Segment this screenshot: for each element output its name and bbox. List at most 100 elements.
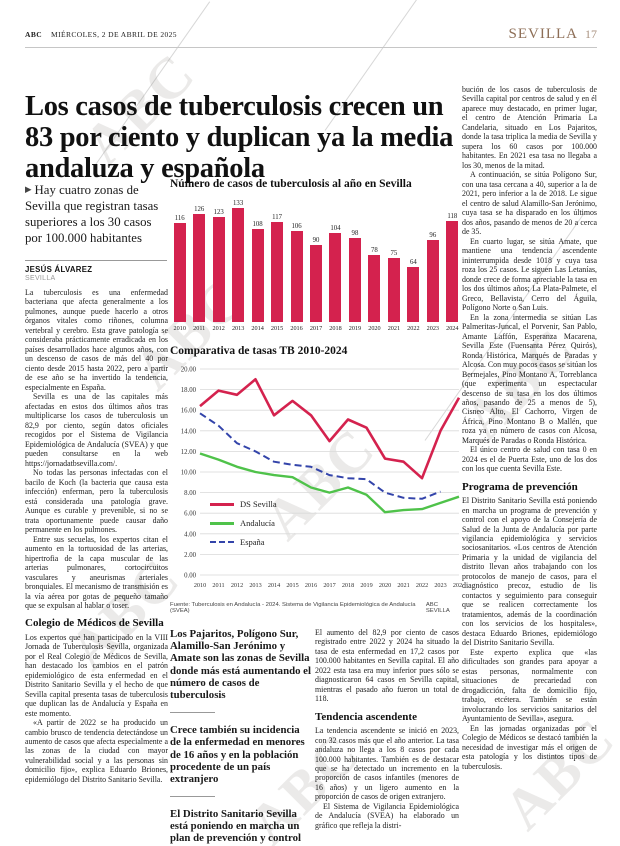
standfirst-text: Hay cuatro zonas de Sevilla que registra…	[25, 183, 159, 246]
bar-group: 108 2014	[248, 221, 267, 333]
bar-group: 133 2013	[228, 200, 247, 333]
bar-value-label: 126	[194, 206, 205, 213]
line-chart-title: Comparativa de tasas TB 2010-2024	[170, 345, 348, 357]
bar-year-label: 2012	[212, 325, 225, 332]
svg-text:2012: 2012	[231, 582, 243, 589]
svg-text:2021: 2021	[397, 582, 409, 589]
bar	[368, 255, 381, 322]
bar	[173, 223, 186, 322]
line-chart-svg: 0.00 2.00 4.00 6.00 8.00 10.00 12.00 14.00 16.00…	[181, 367, 462, 590]
bar-year-label: 2022	[407, 325, 420, 332]
page-number: 17	[585, 27, 597, 41]
body-column-5: bución de los casos de tuberculosis de S…	[462, 85, 597, 845]
bar-value-label: 90	[312, 237, 320, 244]
line-chart: 0.00 2.00 4.00 6.00 8.00 10.00 12.00 14.00 16.00…	[170, 361, 462, 599]
svg-text:2023: 2023	[434, 582, 446, 589]
body-paragraph: El único centro de salud con tasa 0 en 2…	[462, 445, 597, 474]
svg-text:2015: 2015	[286, 582, 298, 589]
svg-text:18.00: 18.00	[181, 387, 197, 394]
pull-quotes: Los Pajaritos, Polígono Sur, Alamillo-Sa…	[170, 628, 311, 846]
headline: Los casos de tuberculosis crecen un 83 p…	[25, 91, 454, 185]
header-rule	[25, 47, 597, 48]
column-subhead: Colegio de Médicos de Sevilla	[25, 617, 164, 630]
bar-year-label: 2024	[446, 325, 459, 332]
body-paragraph: La tuberculosis es una enfermedad bacter…	[25, 288, 168, 392]
body-paragraph: Entre sus secuelas, los expertos citan e…	[25, 534, 168, 610]
legend-label: DS Sevilla	[240, 499, 277, 509]
chart-source-row: Fuente: Tuberculosis en Andalucía - 2024…	[170, 602, 462, 614]
bar	[407, 267, 420, 322]
bar	[426, 240, 439, 322]
byline-author: JESÚS ÁLVAREZ	[25, 265, 93, 274]
svg-text:4.00: 4.00	[184, 531, 196, 538]
legend-item: Andalucía	[210, 518, 277, 528]
body-paragraph: La tendencia ascendente se inició en 202…	[315, 726, 459, 802]
bar-year-label: 2020	[368, 325, 381, 332]
page-header-left: ABC MIÉRCOLES, 2 DE ABRIL DE 2025	[25, 30, 177, 39]
svg-text:2.00: 2.00	[184, 552, 196, 559]
bar-group: 64 2022	[404, 259, 423, 333]
bar	[251, 229, 264, 322]
body-paragraph: bución de los casos de tuberculosis de S…	[462, 85, 597, 170]
svg-text:10.00: 10.00	[181, 470, 197, 477]
quote-divider	[170, 712, 215, 714]
body-paragraph: En las jornadas organizadas por el Coleg…	[462, 723, 597, 771]
bar-value-label: 118	[447, 213, 458, 220]
bar-year-label: 2018	[329, 325, 342, 332]
svg-text:2010: 2010	[194, 582, 206, 589]
svg-text:14.00: 14.00	[181, 428, 197, 435]
bar-year-label: 2013	[231, 325, 245, 332]
body-paragraph: «A partir de 2022 se ha producido un cam…	[25, 718, 168, 784]
svg-text:0.00: 0.00	[184, 573, 196, 580]
body-paragraph: En la zona intermedia se sitúan Las Palm…	[462, 312, 597, 445]
bar-group: 117 2015	[267, 214, 286, 333]
bar-group: 123 2012	[209, 209, 228, 333]
bar-group: 126 2011	[189, 206, 208, 333]
quote-divider	[170, 796, 215, 798]
svg-text:2018: 2018	[342, 582, 354, 589]
standfirst: ▶ Hay cuatro zonas de Sevilla que registr…	[25, 182, 167, 246]
bar	[310, 245, 323, 322]
bar-value-label: 116	[174, 215, 185, 222]
bar-year-label: 2016	[290, 325, 303, 332]
bar-chart-bars: 116 2010 126 2011 123 2012 133 2013 108 2014 117 20…	[170, 195, 462, 333]
bar-group: 78 2020	[365, 247, 384, 333]
column-subhead: Tendencia ascendente	[315, 710, 417, 723]
bar-chart-title: Número de casos de tuberculosis al año e…	[170, 178, 412, 190]
byline-block: JESÚS ÁLVAREZ SEVILLA	[25, 260, 167, 282]
bar-group: 116 2010	[170, 215, 189, 333]
bar	[290, 231, 303, 322]
bar	[193, 214, 206, 322]
bar-year-label: 2017	[309, 325, 323, 332]
bar-value-label: 123	[213, 209, 224, 216]
bar-value-label: 117	[272, 214, 283, 221]
svg-text:6.00: 6.00	[184, 511, 196, 518]
brand-logo: ABC	[25, 30, 43, 39]
bar-year-label: 2015	[270, 325, 284, 332]
section-title: SEVILLA	[508, 26, 578, 42]
body-paragraph: Sevilla es una de las capitales más afec…	[25, 392, 168, 468]
body-paragraph: El Sistema de Vigilancia Epidemiológica …	[315, 801, 459, 830]
bar-value-label: 75	[390, 250, 398, 257]
svg-text:2020: 2020	[379, 582, 391, 589]
bar-year-label: 2014	[251, 325, 264, 332]
bar-value-label: 104	[330, 225, 341, 232]
body-paragraph: A continuación, se sitúa Polígono Sur, c…	[462, 170, 597, 237]
bar-value-label: 96	[429, 232, 437, 239]
svg-text:12.00: 12.00	[181, 449, 197, 456]
bar	[212, 217, 225, 322]
chart-source: Fuente: Tuberculosis en Andalucía - 2024…	[170, 602, 416, 614]
pull-quote: El Distrito Sanitario Sevilla está ponie…	[170, 808, 301, 846]
svg-text:2013: 2013	[249, 582, 261, 589]
legend-item: España	[210, 537, 277, 547]
legend-label: España	[240, 537, 265, 547]
body-paragraph: Este experto explica que «las dificultad…	[462, 647, 597, 724]
bar-group: 90 2017	[306, 237, 325, 333]
bar-value-label: 106	[291, 223, 302, 230]
legend-swatch	[210, 541, 234, 543]
bar-group: 98 2019	[345, 230, 364, 333]
pull-quote: Los Pajaritos, Polígono Sur, Alamillo-Sa…	[170, 628, 311, 701]
bar-year-label: 2019	[348, 325, 362, 332]
body-column-1: La tuberculosis es una enfermedad bacter…	[25, 288, 168, 844]
